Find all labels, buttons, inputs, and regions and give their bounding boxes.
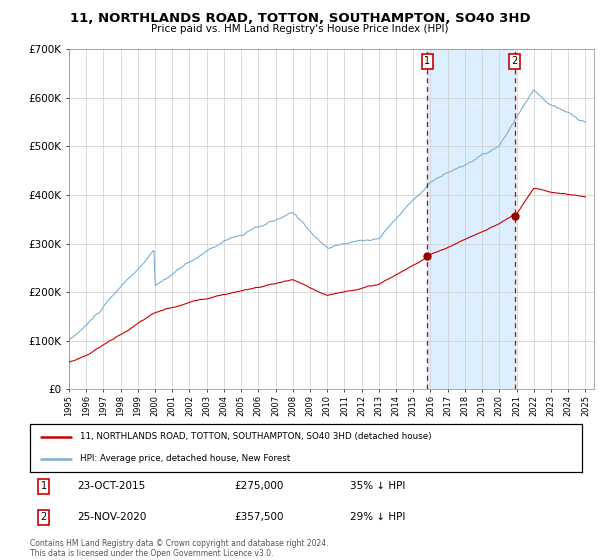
Text: 11, NORTHLANDS ROAD, TOTTON, SOUTHAMPTON, SO40 3HD (detached house): 11, NORTHLANDS ROAD, TOTTON, SOUTHAMPTON… (80, 432, 431, 441)
Text: 1: 1 (41, 482, 47, 491)
Bar (427, 49, 515, 389)
Text: 2: 2 (512, 57, 518, 67)
Text: 29% ↓ HPI: 29% ↓ HPI (350, 512, 406, 522)
Text: £275,000: £275,000 (234, 482, 284, 491)
Text: Price paid vs. HM Land Registry's House Price Index (HPI): Price paid vs. HM Land Registry's House … (151, 24, 449, 34)
Text: 25-NOV-2020: 25-NOV-2020 (77, 512, 146, 522)
Text: £357,500: £357,500 (234, 512, 284, 522)
Text: 35% ↓ HPI: 35% ↓ HPI (350, 482, 406, 491)
Text: Contains HM Land Registry data © Crown copyright and database right 2024.
This d: Contains HM Land Registry data © Crown c… (30, 539, 329, 558)
Text: HPI: Average price, detached house, New Forest: HPI: Average price, detached house, New … (80, 454, 290, 463)
Text: 1: 1 (424, 57, 430, 67)
Text: 11, NORTHLANDS ROAD, TOTTON, SOUTHAMPTON, SO40 3HD: 11, NORTHLANDS ROAD, TOTTON, SOUTHAMPTON… (70, 12, 530, 25)
Text: 2: 2 (41, 512, 47, 522)
Text: 23-OCT-2015: 23-OCT-2015 (77, 482, 145, 491)
